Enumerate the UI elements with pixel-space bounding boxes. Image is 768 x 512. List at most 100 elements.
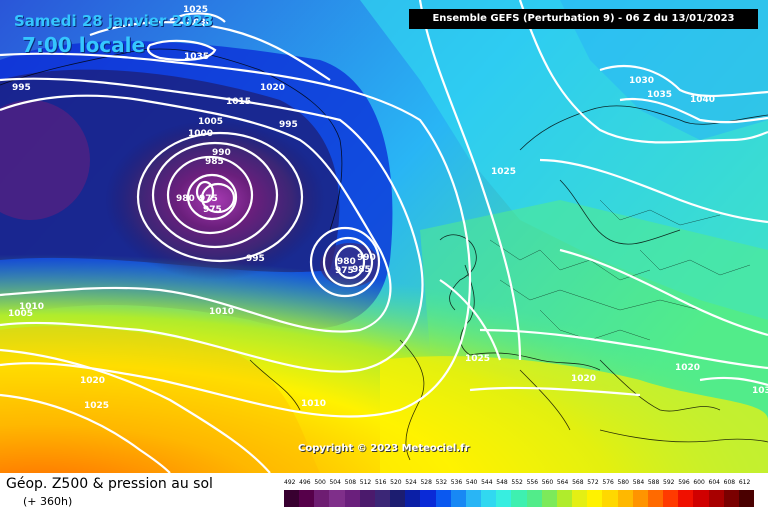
scale-label: 584 [632, 479, 645, 486]
scale-label: 608 [723, 479, 736, 486]
scale-swatch [284, 490, 300, 507]
isobar-label: 1030 [187, 18, 212, 28]
isobar-label: 1025 [465, 354, 490, 364]
product-name: Géop. Z500 & pression au sol [6, 476, 213, 492]
scale-label: 532 [435, 479, 448, 486]
scale-swatch [496, 490, 512, 507]
isobar-label: 1040 [690, 95, 715, 105]
isobar-label: 1030 [629, 76, 654, 86]
scale-label: 556 [526, 479, 539, 486]
scale-swatch [405, 490, 421, 507]
z500-yellow-zone [380, 356, 768, 473]
isobar-label: 1025 [84, 401, 109, 411]
isobar-label: 1030 [752, 386, 768, 396]
scale-label: 588 [647, 479, 660, 486]
scale-label: 496 [299, 479, 311, 486]
isobar-label: 975 [199, 194, 218, 204]
scale-swatch [678, 490, 694, 507]
z500-blue-zone [560, 0, 768, 140]
scale-label: 492 [284, 479, 296, 486]
scale-swatch [647, 490, 664, 507]
copyright-text: Copyright © 2023 Meteociel.fr [298, 443, 470, 454]
scale-swatch [299, 490, 315, 507]
scale-swatch [481, 490, 497, 507]
map-canvas: 1025 1030 1035 1020 995 1015 1005 1000 9… [0, 0, 768, 473]
scale-label: 576 [602, 479, 614, 486]
scale-label: 568 [572, 479, 584, 486]
scale-label: 516 [374, 479, 387, 486]
scale-label: 596 [678, 479, 690, 486]
forecast-time: 7:00 locale [22, 33, 146, 57]
scale-label: 512 [359, 479, 372, 486]
scale-swatch [465, 490, 482, 507]
scale-label: 572 [587, 479, 599, 486]
scale-swatch [663, 490, 679, 507]
scale-swatch [511, 490, 528, 507]
scale-swatch [617, 490, 634, 507]
scale-swatch [420, 490, 437, 507]
scale-label: 552 [511, 479, 523, 486]
forecast-map: 1025 1030 1035 1020 995 1015 1005 1000 9… [0, 0, 768, 473]
scale-swatch [693, 490, 709, 507]
model-title: Ensemble GEFS (Perturbation 9) - 06 Z du… [409, 9, 758, 29]
west-low-core [0, 100, 90, 220]
scale-swatch [435, 490, 452, 507]
isobar-label: 1035 [647, 90, 672, 100]
coastlines [0, 48, 768, 461]
isobar-label: 1005 [198, 117, 223, 127]
scale-label: 612 [738, 479, 751, 486]
isobar-label: 1025 [183, 5, 208, 15]
scale-swatch [632, 490, 649, 507]
isobar-label: 975 [335, 266, 354, 276]
scale-swatch [708, 490, 725, 507]
scale-label: 560 [541, 479, 554, 486]
scale-swatch [572, 490, 588, 507]
isobar-label: 975 [203, 205, 222, 215]
scale-swatch [723, 490, 740, 507]
color-scale [284, 490, 755, 507]
isobar-label: 1005 [8, 309, 33, 319]
scale-swatch [390, 490, 406, 507]
scale-swatch [602, 490, 619, 507]
isobar-label: 995 [279, 120, 298, 130]
scale-label: 500 [314, 479, 326, 486]
scale-label: 548 [496, 479, 508, 486]
forecast-date: Samedi 28 janvier 2023 [14, 12, 214, 30]
isobar-label: 1020 [571, 374, 596, 384]
isobar-label: 990 [212, 148, 231, 158]
scale-swatch [374, 490, 391, 507]
isobar-label: 985 [352, 265, 371, 275]
isobar-label: 980 [176, 194, 195, 204]
scale-label: 564 [556, 479, 569, 486]
isobar-label: 995 [246, 254, 265, 264]
isobars [0, 0, 768, 473]
scale-label: 508 [344, 479, 357, 486]
isobar-label: 1020 [260, 83, 285, 93]
scale-label: 540 [465, 479, 478, 486]
scale-label: 524 [405, 479, 417, 486]
scale-swatch [329, 490, 346, 507]
isobar-label: 985 [205, 157, 224, 167]
color-scale-labels: 492 496 500 504 508 512 516 520 524 528 532 536 540 5… [284, 479, 754, 489]
scale-swatch [541, 490, 558, 507]
scale-label: 604 [708, 479, 720, 486]
scale-label: 544 [481, 479, 493, 486]
isobar-label: 1035 [184, 52, 209, 62]
scale-swatch [526, 490, 543, 507]
country-borders [489, 199, 751, 341]
isobar-label: 1025 [491, 167, 516, 177]
scale-swatch [450, 490, 467, 507]
scale-label: 528 [420, 479, 432, 486]
isobar-labels: 1025 1030 1035 1020 995 1015 1005 1000 9… [8, 5, 768, 411]
isobar-label: 990 [357, 253, 376, 263]
isobar-label: 1000 [188, 129, 213, 139]
scale-label: 520 [390, 479, 402, 486]
scale-swatch [314, 490, 330, 507]
isobar-label: 995 [12, 83, 31, 93]
isobar-label: 1020 [80, 376, 105, 386]
z500-orange-zone [0, 326, 320, 473]
scale-label: 592 [663, 479, 675, 486]
scale-swatch [359, 490, 376, 507]
scale-label: 600 [693, 479, 705, 486]
scale-label: 580 [617, 479, 629, 486]
